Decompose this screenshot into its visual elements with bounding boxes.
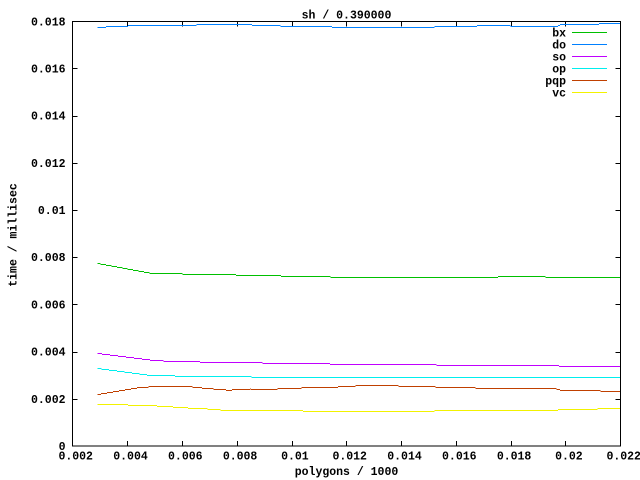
svg-text:0.018: 0.018: [497, 451, 532, 464]
svg-text:0.022: 0.022: [606, 451, 640, 464]
svg-text:0.02: 0.02: [555, 451, 583, 464]
svg-text:0.016: 0.016: [31, 64, 66, 77]
svg-text:so: so: [552, 52, 566, 65]
svg-text:0.01: 0.01: [281, 451, 309, 464]
svg-text:0.016: 0.016: [442, 451, 477, 464]
svg-text:0: 0: [59, 441, 66, 454]
svg-text:op: op: [552, 64, 566, 77]
svg-text:sh / 0.390000: sh / 0.390000: [302, 10, 392, 23]
svg-text:0.008: 0.008: [31, 252, 66, 265]
svg-text:do: do: [552, 40, 566, 53]
svg-text:0.01: 0.01: [38, 205, 66, 218]
svg-text:0.014: 0.014: [31, 111, 66, 124]
svg-text:time / millisec: time / millisec: [8, 183, 21, 287]
svg-text:bx: bx: [552, 28, 566, 41]
svg-text:0.006: 0.006: [168, 451, 203, 464]
svg-text:0.012: 0.012: [31, 158, 66, 171]
svg-text:0.008: 0.008: [223, 451, 258, 464]
svg-text:0.004: 0.004: [31, 347, 66, 360]
svg-text:0.002: 0.002: [31, 394, 66, 407]
svg-text:pqp: pqp: [545, 76, 566, 89]
svg-text:0.014: 0.014: [387, 451, 422, 464]
svg-text:0.002: 0.002: [58, 451, 93, 464]
svg-text:polygons / 1000: polygons / 1000: [295, 466, 399, 479]
svg-text:0.006: 0.006: [31, 299, 66, 312]
svg-text:0.004: 0.004: [113, 451, 148, 464]
svg-text:0.018: 0.018: [31, 16, 66, 29]
svg-text:0.012: 0.012: [332, 451, 367, 464]
svg-text:vc: vc: [552, 88, 566, 101]
